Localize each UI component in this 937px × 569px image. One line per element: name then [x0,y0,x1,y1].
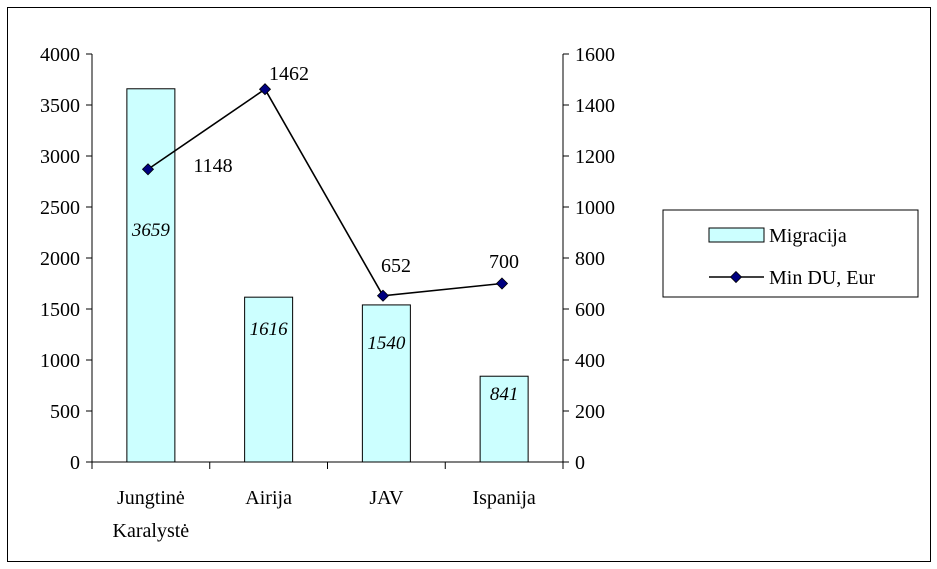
y-right-tick-label-0: 0 [575,452,585,474]
legend-swatch-marker [729,270,743,284]
legend-box [662,209,919,298]
bar-value-label-3: 841 [490,384,519,405]
bar-value-label-0: 3659 [131,220,171,241]
bar-value-label-2: 1540 [367,333,406,354]
y-left-tick-label-5: 2500 [40,197,80,219]
y-left-tick-label-2: 1000 [40,350,80,372]
y-right-tick-label-4: 800 [575,248,605,270]
x-category-label-0-line-0: Jungtinė [117,487,185,509]
y-right-tick-label-7: 1400 [575,95,615,117]
y-left-tick-label-6: 3000 [40,146,80,168]
line-point-2 [376,289,390,302]
bar-2 [361,304,411,463]
y-left-tick-label-4: 2000 [40,248,80,270]
x-category-label-0-line-1: Karalystė [113,520,190,542]
y-left-tick-label-0: 0 [70,452,80,474]
line-value-label-0: 1148 [193,155,232,177]
legend-label-bar: Migracija [769,225,847,247]
line-point-0 [141,163,155,176]
y-left-tick-label-7: 3500 [40,95,80,117]
y-right-tick-label-3: 600 [575,299,605,321]
line-value-label-2: 652 [381,255,411,277]
line-point-1 [258,83,272,96]
x-category-label-2: JAV [369,487,404,509]
line-value-label-3: 700 [489,251,519,273]
legend-swatch-bar [708,227,765,243]
y-right-tick-label-1: 200 [575,401,605,423]
line-series-path [147,88,503,297]
y-left-tick-label-1: 500 [50,401,80,423]
legend-label-line: Min DU, Eur [769,267,875,289]
bar-1 [244,296,294,463]
bar-0 [126,88,176,463]
y-left-tick-label-8: 4000 [40,44,80,66]
y-left-tick-label-3: 1500 [40,299,80,321]
y-right-tick-label-5: 1000 [575,197,615,219]
x-category-label-3: Ispanija [472,487,535,509]
y-right-tick-label-6: 1200 [575,146,615,168]
line-value-label-1: 1462 [269,63,309,85]
line-point-3 [495,277,509,290]
bar-value-label-1: 1616 [250,319,289,340]
y-right-tick-label-8: 1600 [575,44,615,66]
bar-3 [479,375,529,463]
x-category-label-1: Airija [245,487,292,509]
y-right-tick-label-2: 400 [575,350,605,372]
